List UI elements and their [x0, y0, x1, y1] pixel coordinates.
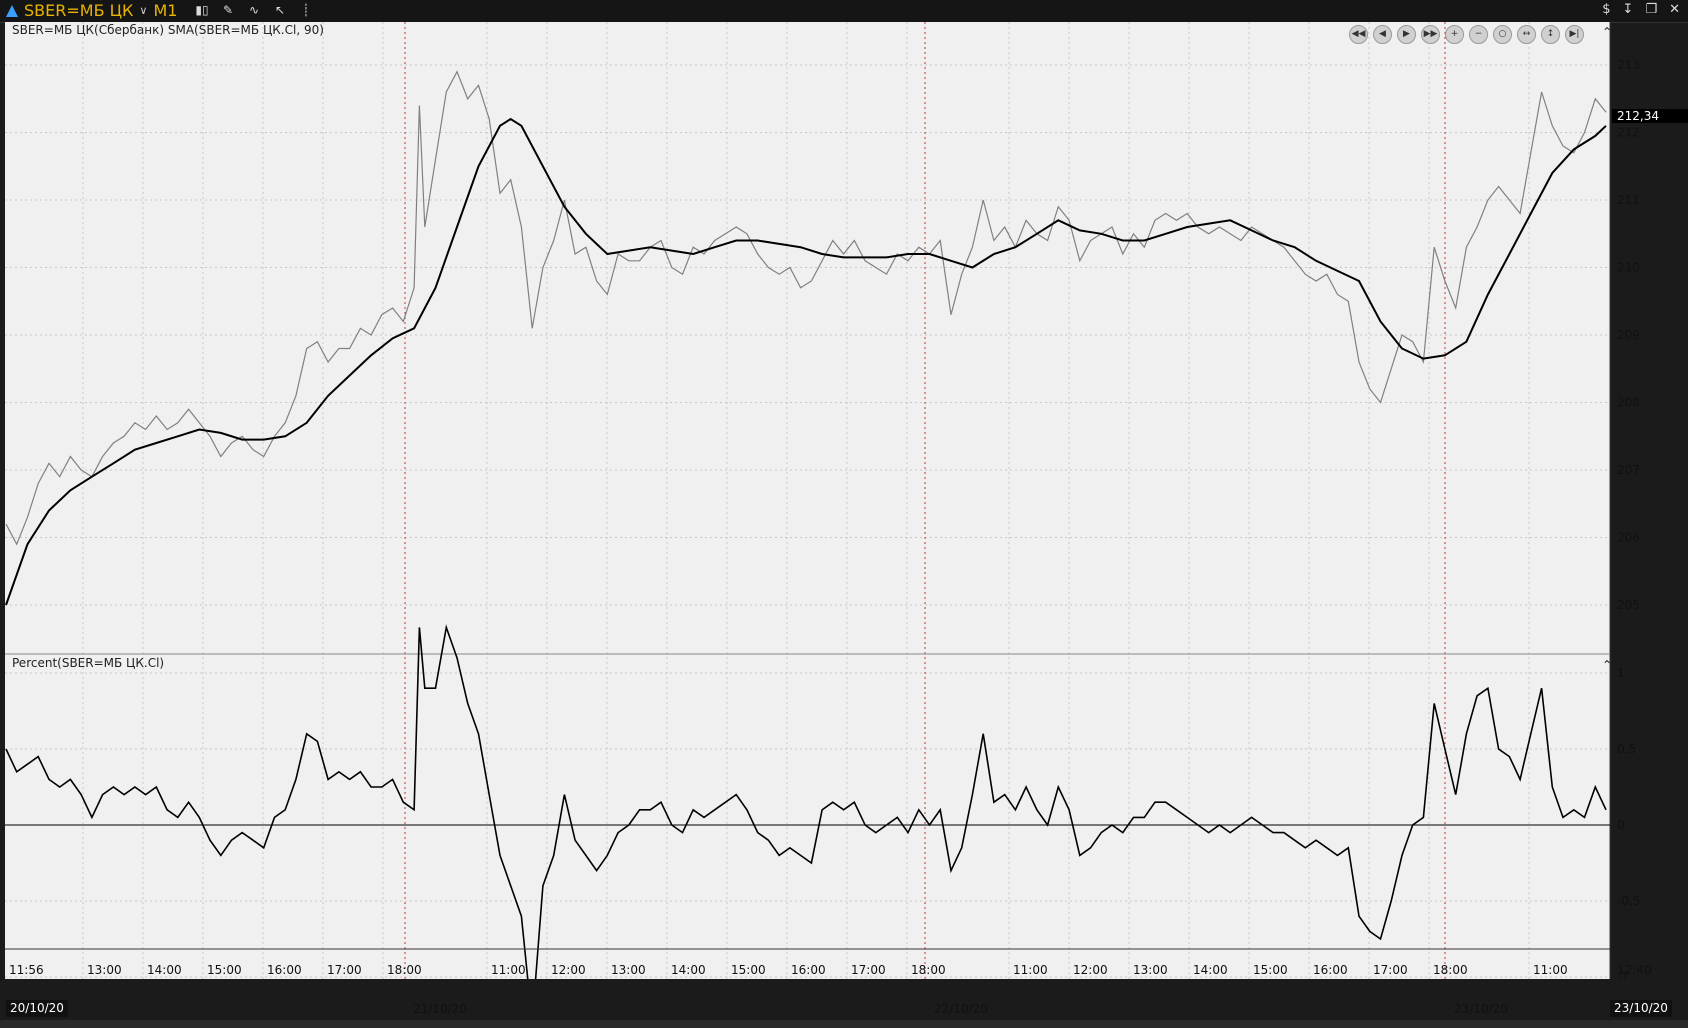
- symbol-selector[interactable]: SBER=МБ ЦК ∨ M1: [6, 1, 177, 20]
- x-tick-label: 18:00: [387, 963, 422, 977]
- fast-forward-icon[interactable]: ▶▶: [1421, 25, 1440, 44]
- collapse-price-icon[interactable]: ⌃: [1602, 25, 1612, 39]
- pencil-icon[interactable]: ✎: [222, 3, 234, 17]
- date-label: 23/10/20: [1454, 1002, 1508, 1016]
- y-tick-label: 213: [1617, 58, 1640, 72]
- chart-canvas[interactable]: SBER=МБ ЦК(Сбербанк) SMA(SBER=МБ ЦК.Cl, …: [5, 22, 1688, 979]
- x-tick-label: 16:00: [791, 963, 826, 977]
- x-tick-label: 15:00: [731, 963, 766, 977]
- price-series: [5, 70, 1607, 546]
- x-tick-label: 17:00: [327, 963, 362, 977]
- x-tick-label: 15:00: [1253, 963, 1288, 977]
- sma-series: [5, 117, 1607, 606]
- zoom-in-icon[interactable]: +: [1445, 25, 1464, 44]
- status-bar: [0, 1020, 1688, 1028]
- grid: [5, 22, 1611, 979]
- x-tick-label: 11:00: [1013, 963, 1048, 977]
- y-tick-label: 212: [1617, 126, 1640, 140]
- x-tick-label: 14:00: [671, 963, 706, 977]
- y-tick-label: 211: [1617, 193, 1640, 207]
- chart-nav-controls: ◀◀ ◀ ▶ ▶▶ + − ○ ↔ ↕ ▶|: [1349, 25, 1584, 44]
- last-icon[interactable]: ▶|: [1565, 25, 1584, 44]
- x-tick-label: 11:56: [9, 963, 44, 977]
- price-legend: SBER=МБ ЦК(Сбербанк) SMA(SBER=МБ ЦК.Cl, …: [12, 23, 324, 37]
- indicator-icon[interactable]: ∿: [248, 3, 260, 17]
- zoom-out-icon[interactable]: −: [1469, 25, 1488, 44]
- percent-y-axis: 10,50-0,5-1-1,5: [1617, 666, 1640, 979]
- x-tick-label: 12:40: [1617, 963, 1652, 977]
- symbol-label: SBER=МБ ЦК: [24, 1, 134, 20]
- date-label: 22/10/20: [934, 1002, 988, 1016]
- x-tick-label: 17:00: [1373, 963, 1408, 977]
- x-tick-label: 12:00: [1073, 963, 1108, 977]
- collapse-percent-icon[interactable]: ⌃: [1602, 658, 1612, 672]
- x-tick-label: 18:00: [911, 963, 946, 977]
- price-y-axis: 213 212 211 210 209 208 207 206 205: [1617, 58, 1640, 612]
- x-tick-label: 13:00: [611, 963, 646, 977]
- x-tick-label: 17:00: [851, 963, 886, 977]
- y-tick-label: 205: [1617, 598, 1640, 612]
- y-tick-label: 0: [1617, 818, 1625, 832]
- pin-icon[interactable]: ↧: [1622, 2, 1634, 17]
- date-marker-end: 23/10/20: [1610, 1000, 1672, 1017]
- chevron-down-icon[interactable]: ∨: [139, 4, 148, 17]
- x-tick-label: 13:00: [1133, 963, 1168, 977]
- zoom-fit-icon[interactable]: ○: [1493, 25, 1512, 44]
- next-icon[interactable]: ▶: [1397, 25, 1416, 44]
- y-tick-label: -0,5: [1617, 894, 1640, 908]
- candles-icon[interactable]: ▮▯: [195, 3, 209, 17]
- y-tick-label: 210: [1617, 261, 1640, 275]
- bars-icon[interactable]: ┊: [302, 3, 310, 17]
- cursor-icon[interactable]: ↖: [274, 3, 286, 17]
- chart-area[interactable]: SBER=МБ ЦК(Сбербанк) SMA(SBER=МБ ЦК.Cl, …: [5, 22, 1688, 979]
- y-tick-label: 208: [1617, 396, 1640, 410]
- close-icon[interactable]: ✕: [1669, 2, 1680, 17]
- prev-icon[interactable]: ◀: [1373, 25, 1392, 44]
- timeframe-label[interactable]: M1: [153, 1, 178, 20]
- expand-icon[interactable]: ↔: [1517, 25, 1536, 44]
- compress-icon[interactable]: ↕: [1541, 25, 1560, 44]
- date-marker-start: 20/10/20: [6, 1000, 68, 1017]
- y-tick-label: 206: [1617, 531, 1640, 545]
- dollar-icon[interactable]: $: [1602, 2, 1611, 17]
- x-tick-label: 11:00: [491, 963, 526, 977]
- y-tick-label: -1: [1617, 970, 1629, 979]
- first-icon[interactable]: ◀◀: [1349, 25, 1368, 44]
- x-tick-label: 14:00: [1193, 963, 1228, 977]
- x-tick-label: 16:00: [1313, 963, 1348, 977]
- x-tick-label: 11:00: [1533, 963, 1568, 977]
- x-tick-label: 18:00: [1433, 963, 1468, 977]
- time-x-axis: 11:56 13:00 14:00 15:00 16:00 17:00 18:00 11:00…: [5, 948, 1652, 977]
- x-tick-label: 14:00: [147, 963, 182, 977]
- restore-icon[interactable]: ❐: [1645, 2, 1658, 17]
- title-bar: SBER=МБ ЦК ∨ M1 ▮▯ ✎ ∿ ↖ ┊ $ ↧ ❐ ✕: [0, 0, 1688, 23]
- y-tick-label: 1: [1617, 666, 1625, 680]
- triangle-icon: [6, 4, 18, 17]
- last-price: 212,34: [1617, 109, 1659, 123]
- x-tick-label: 13:00: [87, 963, 122, 977]
- percent-series: [5, 624, 1607, 979]
- y-tick-label: 207: [1617, 463, 1640, 477]
- y-tick-label: 0,5: [1617, 742, 1636, 756]
- date-label: 21/10/20: [413, 1002, 467, 1016]
- last-price-marker: 212,34: [1612, 109, 1688, 123]
- x-tick-label: 15:00: [207, 963, 242, 977]
- x-tick-label: 16:00: [267, 963, 302, 977]
- y-tick-label: 209: [1617, 328, 1640, 342]
- percent-legend: Percent(SBER=МБ ЦК.Cl): [12, 656, 164, 670]
- x-tick-label: 12:00: [551, 963, 586, 977]
